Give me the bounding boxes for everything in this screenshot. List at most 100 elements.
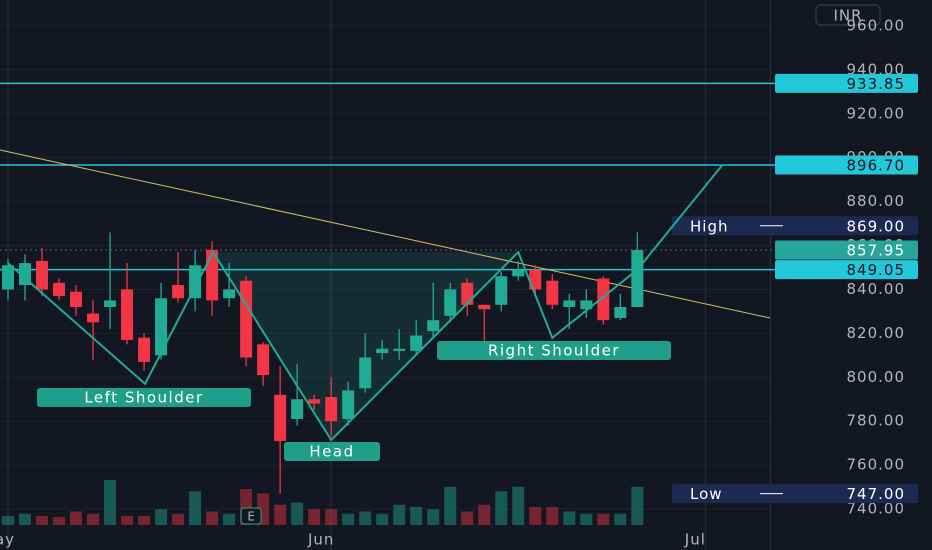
y-tick-label: 940.00	[847, 60, 906, 78]
last-price-tag	[775, 240, 918, 260]
candle-body	[104, 300, 117, 308]
volume-bar	[206, 511, 219, 525]
volume-bar	[410, 507, 423, 525]
candle-body	[359, 357, 372, 389]
candle-body	[87, 313, 100, 323]
x-tick-label: Jul	[684, 531, 706, 549]
price-tag-label: 849.05	[847, 261, 906, 279]
y-tick-label: 820.00	[847, 324, 906, 342]
volume-bar	[529, 507, 542, 525]
volume-bar	[1, 516, 14, 525]
candle-body	[291, 399, 304, 419]
candle-body	[529, 269, 542, 290]
volume-bar	[223, 513, 236, 525]
candle-body	[206, 249, 219, 301]
volume-bar	[359, 511, 372, 525]
candle-body	[189, 265, 202, 299]
candle-body	[53, 282, 66, 297]
volume-bar	[155, 509, 168, 525]
range-name: Low	[690, 485, 723, 503]
candle-body	[614, 307, 627, 318]
x-tick-label: May	[0, 531, 15, 549]
currency-box	[815, 4, 881, 26]
candle-body	[257, 344, 270, 376]
y-tick-label: 800.00	[847, 368, 906, 386]
y-tick-label: 880.00	[847, 192, 906, 210]
volume-bar	[461, 511, 474, 525]
candle-body	[308, 399, 321, 404]
annotation: Left Shoulder	[84, 389, 203, 407]
y-tick-label: 780.00	[847, 412, 906, 430]
candle-body	[36, 260, 49, 290]
range-value: 747.00	[847, 485, 906, 503]
candle-body	[597, 278, 610, 321]
volume-bar	[376, 513, 389, 525]
volume-bar	[597, 513, 610, 525]
volume-bar	[70, 511, 83, 525]
y-tick-label: 960.00	[847, 17, 906, 35]
volume-bar	[189, 491, 202, 525]
range-tag	[672, 484, 918, 504]
x-tick-label: Jun	[307, 531, 334, 549]
range-tag	[672, 216, 918, 236]
annotation-box	[284, 442, 380, 461]
volume-bar	[53, 517, 66, 525]
volume-bar	[478, 504, 491, 525]
candle-body	[495, 276, 508, 305]
annotation: Right Shoulder	[488, 342, 620, 360]
pattern-line	[7, 164, 724, 442]
candle-body	[172, 285, 185, 299]
candle-body	[580, 300, 593, 310]
range-name: High	[690, 217, 728, 235]
candle-body	[427, 320, 440, 332]
volume-bar	[342, 513, 355, 525]
currency: INR	[833, 7, 862, 25]
candle-body	[70, 291, 83, 308]
last-price-label: 857.95	[847, 242, 906, 260]
volume-bar	[104, 480, 117, 525]
y-tick-label: 760.00	[847, 456, 906, 474]
volume-bar	[19, 513, 32, 525]
volume-bar	[393, 504, 406, 525]
y-tick-label: 740.00	[847, 499, 906, 517]
candle-body	[325, 397, 338, 422]
volume-bar	[325, 509, 338, 525]
volume-bar	[546, 507, 559, 525]
candle-body	[631, 250, 644, 308]
volume-bar	[614, 513, 627, 525]
candle-body	[546, 280, 559, 305]
candle-body	[512, 269, 525, 277]
candle-body	[478, 304, 491, 310]
candle-body	[444, 289, 457, 316]
earnings-box	[240, 507, 262, 525]
candle-body	[393, 348, 406, 351]
price-tag-label: 933.85	[847, 75, 906, 93]
candle-body	[240, 280, 253, 358]
candle-body	[138, 337, 151, 362]
volume-bar	[121, 516, 134, 525]
annotation-box	[437, 341, 671, 360]
volume-bar	[427, 509, 440, 525]
volume-bar	[308, 509, 321, 525]
y-tick-label: 840.00	[847, 280, 906, 298]
range-value: 869.00	[847, 217, 906, 235]
annotation-box	[37, 388, 251, 407]
candle-body	[155, 298, 168, 356]
volume-bar	[291, 502, 304, 525]
candle-body	[274, 394, 287, 441]
candle-body	[121, 289, 134, 340]
volume-bar	[172, 513, 185, 525]
volume-bar	[495, 491, 508, 525]
volume-bar	[444, 486, 457, 525]
y-tick-label: 920.00	[847, 104, 906, 122]
volume-bar	[631, 486, 644, 525]
candle-body	[563, 300, 576, 308]
volume-bar	[138, 516, 151, 525]
candle-body	[461, 282, 474, 305]
earnings-marker: E	[247, 510, 255, 524]
volume-bar	[563, 511, 576, 525]
candle-body	[223, 289, 236, 299]
volume-bar	[36, 516, 49, 525]
